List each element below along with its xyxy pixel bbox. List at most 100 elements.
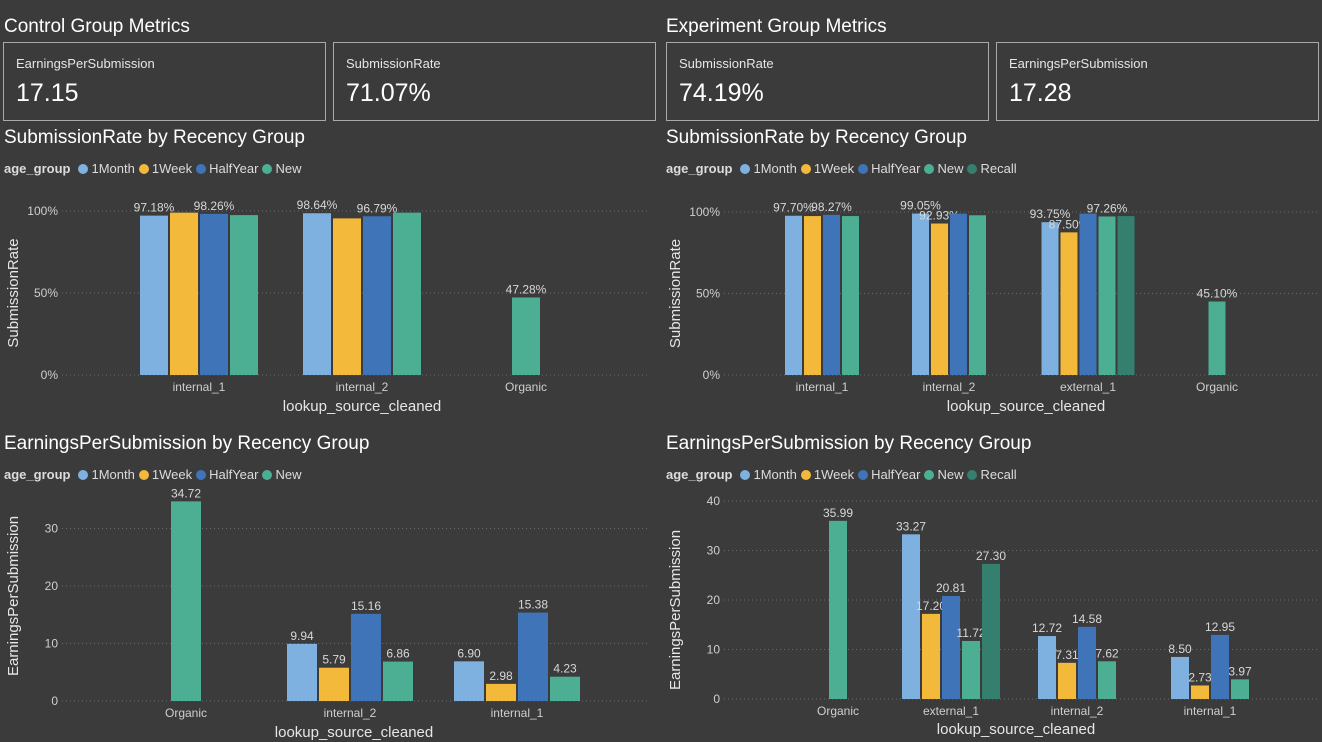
data-label: 12.95	[1205, 620, 1235, 634]
bar	[1231, 679, 1249, 699]
y-tick-label: 0	[713, 692, 720, 706]
data-label: 98.26%	[194, 199, 235, 213]
legend-label: New	[275, 467, 302, 482]
legend-label: 1Week	[151, 161, 193, 176]
data-label: 7.31	[1055, 648, 1079, 662]
bar	[1058, 662, 1076, 699]
x-axis-title: lookup_source_cleaned	[947, 398, 1105, 415]
bar	[287, 643, 317, 701]
legend-item[interactable]: 1Week	[800, 467, 854, 482]
legend-item[interactable]: New	[262, 161, 301, 176]
y-tick-label: 0	[51, 694, 58, 708]
experiment-eps-card: EarningsPerSubmission 17.28	[996, 42, 1319, 121]
data-label: 15.16	[351, 599, 381, 613]
card-value: 74.19%	[679, 79, 764, 107]
bar	[942, 595, 960, 699]
legend-label: 1Month	[91, 467, 135, 482]
legend-item[interactable]: Recall	[967, 161, 1017, 176]
legend-item[interactable]: 1Month	[740, 467, 797, 482]
x-tick-label: internal_2	[1051, 704, 1104, 718]
legend-dot-icon	[967, 163, 978, 174]
y-tick-label: 0%	[703, 368, 721, 382]
data-label: 2.73	[1188, 670, 1212, 684]
bar	[1211, 634, 1229, 699]
data-label: 98.27%	[811, 200, 852, 214]
chart-title-control-eps: EarningsPerSubmission by Recency Group	[4, 433, 370, 454]
legend-dot-icon	[262, 163, 273, 174]
data-label: 20.81	[936, 581, 966, 595]
y-axis-title: EarningsPerSubmission	[667, 530, 684, 690]
y-axis-title: SubmissionRate	[5, 238, 22, 347]
legend-control-eps: age_group 1Month 1Week HalfYear New	[4, 467, 305, 482]
legend-dot-icon	[740, 163, 751, 174]
legend-item[interactable]: HalfYear	[196, 467, 258, 482]
bar	[1041, 222, 1059, 375]
legend-item[interactable]: 1Month	[78, 161, 135, 176]
legend-item[interactable]: HalfYear	[858, 467, 920, 482]
data-label: 97.18%	[134, 201, 175, 215]
bar	[931, 223, 948, 375]
data-label: 17.20	[916, 599, 946, 613]
bar	[518, 612, 548, 701]
legend-item[interactable]: 1Month	[740, 161, 797, 176]
bar	[512, 297, 540, 375]
card-value: 17.15	[16, 79, 79, 107]
legend-dot-icon	[967, 469, 978, 480]
y-tick-label: 10	[707, 643, 721, 657]
legend-item[interactable]: Recall	[967, 467, 1017, 482]
data-label: 9.94	[290, 629, 314, 643]
legend-item[interactable]: New	[924, 467, 963, 482]
bar	[1038, 636, 1056, 699]
legend-item[interactable]: HalfYear	[196, 161, 258, 176]
legend-title: age_group	[4, 161, 71, 176]
legend-item[interactable]: HalfYear	[858, 161, 920, 176]
data-label: 96.79%	[357, 201, 398, 215]
bar	[393, 212, 421, 375]
x-axis-title: lookup_source_cleaned	[283, 398, 441, 415]
bar	[1079, 213, 1097, 375]
legend-item[interactable]: 1Week	[138, 161, 193, 176]
control-eps-card: EarningsPerSubmission 17.15	[3, 42, 326, 121]
experiment-group-title: Experiment Group Metrics	[666, 16, 887, 37]
y-tick-label: 20	[45, 579, 59, 593]
card-label: SubmissionRate	[346, 56, 441, 71]
data-label: 5.79	[322, 653, 346, 667]
bar	[829, 520, 847, 699]
legend-label: 1Month	[753, 161, 797, 176]
bar	[823, 214, 840, 375]
bar	[785, 215, 802, 375]
legend-dot-icon	[740, 469, 751, 480]
data-label: 12.72	[1032, 621, 1062, 635]
x-tick-label: Organic	[505, 380, 547, 394]
legend-item[interactable]: 1Week	[138, 467, 192, 482]
legend-dot-icon	[78, 163, 89, 174]
chart-title-control-rate: SubmissionRate by Recency Group	[4, 127, 305, 148]
legend-label: 1Month	[753, 467, 797, 482]
bar	[171, 501, 201, 701]
bar	[363, 216, 391, 375]
x-tick-label: internal_1	[491, 706, 544, 720]
bar	[1060, 232, 1078, 375]
legend-label: Recall	[980, 467, 1017, 482]
chart-title-experiment-rate: SubmissionRate by Recency Group	[666, 127, 967, 148]
legend-dot-icon	[858, 163, 869, 174]
bar	[303, 213, 331, 375]
legend-item[interactable]: New	[262, 467, 301, 482]
x-tick-label: Organic	[817, 704, 859, 718]
data-label: 97.70%	[773, 201, 814, 215]
legend-control-rate: age_group 1Month 1Week HalfYear New	[4, 161, 305, 176]
legend-item[interactable]: 1Month	[78, 467, 135, 482]
data-label: 6.90	[457, 646, 481, 660]
bar	[333, 218, 361, 375]
legend-label: New	[937, 467, 964, 482]
legend-title: age_group	[4, 467, 71, 482]
x-axis-title: lookup_source_cleaned	[937, 721, 1095, 738]
y-axis-title: EarningsPerSubmission	[5, 516, 22, 676]
x-tick-label: internal_2	[923, 380, 976, 394]
legend-item[interactable]: 1Week	[800, 161, 854, 176]
x-tick-label: internal_2	[324, 706, 377, 720]
card-label: EarningsPerSubmission	[1009, 56, 1148, 71]
bar	[922, 613, 940, 699]
legend-item[interactable]: New	[924, 161, 963, 176]
data-label: 34.72	[171, 486, 201, 500]
